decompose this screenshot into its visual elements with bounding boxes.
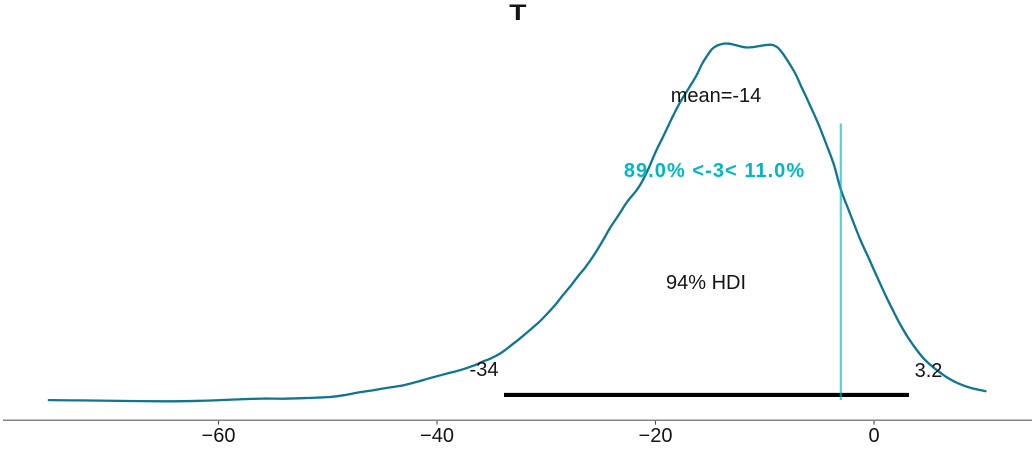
svg-text:0: 0	[868, 425, 879, 447]
svg-text:94% HDI: 94% HDI	[666, 272, 746, 294]
svg-text:−60: −60	[202, 425, 236, 447]
svg-text:−20: −20	[639, 425, 673, 447]
svg-text:89.0% <-3< 11.0%: 89.0% <-3< 11.0%	[624, 160, 805, 182]
svg-text:-34: -34	[470, 359, 499, 381]
svg-text:3.2: 3.2	[915, 360, 943, 382]
svg-text:−40: −40	[420, 425, 454, 447]
svg-text:mean=-14: mean=-14	[671, 85, 762, 107]
svg-text:T: T	[509, 1, 527, 25]
